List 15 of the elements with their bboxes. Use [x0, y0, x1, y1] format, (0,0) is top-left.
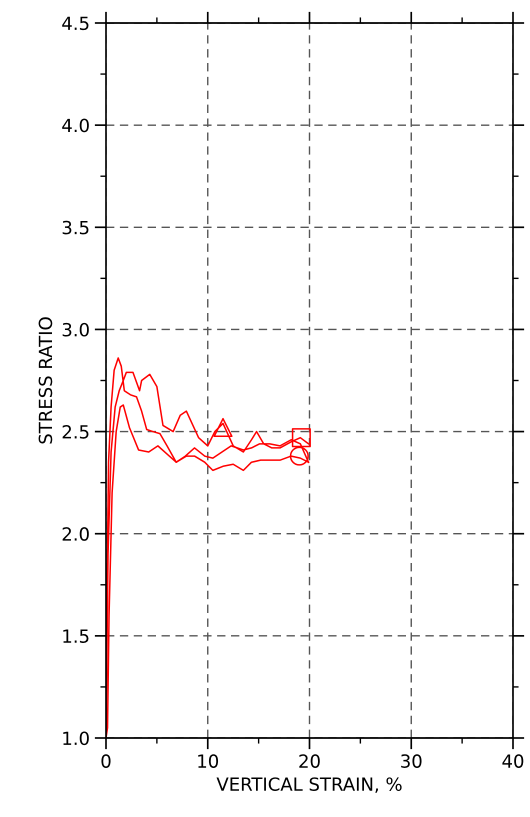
- x-tick-label: 40: [502, 754, 524, 768]
- y-tick-label: 4.5: [62, 16, 88, 30]
- x-tick-label: 10: [198, 754, 218, 768]
- y-axis-title: STRESS RATIO: [38, 317, 52, 444]
- x-tick-label: 30: [401, 754, 422, 768]
- y-tick-label: 3.0: [62, 322, 89, 337]
- y-tick-label: 1.0: [63, 731, 89, 746]
- x-axis-title: VERTICAL STRAIN, %: [216, 777, 402, 793]
- y-tick-label: 1.5: [63, 630, 88, 643]
- y-tick-label: 2.0: [62, 527, 89, 541]
- y-tick-label: 2.5: [62, 425, 88, 439]
- x-tick-label: 0: [101, 754, 111, 768]
- y-tick-label: 4.0: [62, 118, 89, 132]
- y-tick-label: 3.5: [62, 220, 88, 234]
- x-tick-label: 20: [299, 754, 320, 768]
